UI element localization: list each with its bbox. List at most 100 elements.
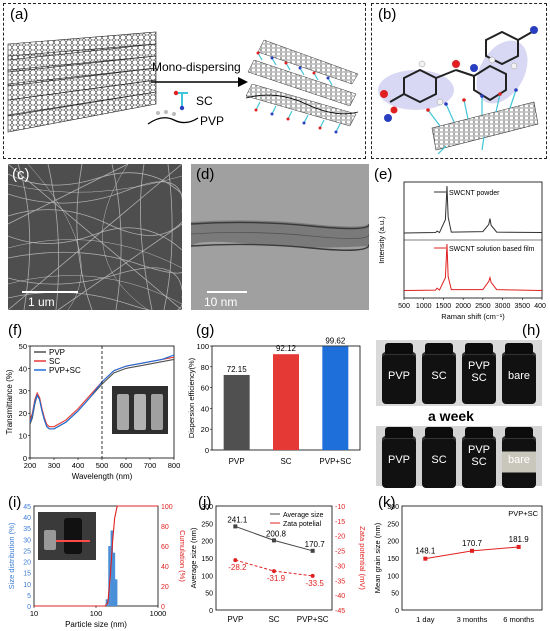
y-tick-label: 40 xyxy=(19,364,27,373)
legend-label-2: PVP+SC xyxy=(49,366,81,375)
x-tick-label: 400 xyxy=(72,461,85,470)
vials-photo-bottom: PVP SC PVP SC bare xyxy=(376,426,542,488)
y2-tick-label: 80 xyxy=(161,524,169,531)
y-tick-label: 35 xyxy=(23,526,31,533)
histogram-bar xyxy=(105,599,109,606)
y-tick-label: 15 xyxy=(23,571,31,578)
data-point xyxy=(470,548,474,553)
data-point xyxy=(272,538,276,543)
y2-tick-label: -35 xyxy=(335,578,345,585)
y2-tick-label: -25 xyxy=(335,549,345,556)
x-tick-label: 3 months xyxy=(457,615,488,624)
y-tick-label: 250 xyxy=(387,521,399,528)
cumulative-line xyxy=(34,505,158,607)
vials-inset-photo xyxy=(112,386,168,434)
panel-label-d: (d) xyxy=(196,166,215,183)
nanotube-bundle xyxy=(7,31,157,133)
tem-scale-text: 10 nm xyxy=(204,295,238,309)
data-label: 170.7 xyxy=(305,540,326,549)
x-tick-label: 700 xyxy=(144,461,157,470)
plot-frame xyxy=(401,505,543,611)
schematic-b-frame xyxy=(371,3,547,159)
y-tick-label: 60 xyxy=(201,384,209,393)
y2-tick-label: -10 xyxy=(335,504,345,511)
mono-dispersing-label: Mono-dispersing xyxy=(152,60,241,74)
x-tick-label: 3000 xyxy=(495,303,511,310)
tem-image xyxy=(191,164,369,310)
data-label: 181.9 xyxy=(509,535,530,544)
series-line-2 xyxy=(29,354,175,430)
bar-value-label: 92.12 xyxy=(276,344,297,353)
histogram-bar xyxy=(114,579,118,606)
y-tick-label: 100 xyxy=(196,342,209,351)
y-axis-label: Intensity (a.u.) xyxy=(377,216,386,264)
data-point xyxy=(233,558,238,563)
y-tick-label: 10 xyxy=(23,582,31,589)
y-tick-label: 300 xyxy=(201,504,213,511)
y-tick-label: 40 xyxy=(23,515,31,522)
x-tick-label: 1000 xyxy=(150,609,167,618)
y-tick-label: 50 xyxy=(391,591,399,598)
bar-PVP+SC xyxy=(322,346,349,450)
data-label: -33.5 xyxy=(306,579,325,588)
x-tick-label: 6 months xyxy=(503,615,534,624)
y-tick-label: 50 xyxy=(19,342,27,351)
y-tick-label: 0 xyxy=(205,446,209,455)
x-tick-label: 500 xyxy=(398,303,410,310)
y-axis-label: Mean grain size (nm) xyxy=(373,522,382,593)
panel-label-i: (i) xyxy=(8,494,22,511)
x-tick-label: 3500 xyxy=(514,303,530,310)
y-tick-label: 150 xyxy=(387,556,399,563)
x-tick-label: 200 xyxy=(24,461,37,470)
y-tick-label: 250 xyxy=(201,521,213,528)
panel-label-e: (e) xyxy=(374,166,393,183)
annotation-label: PVP+SC xyxy=(508,509,538,518)
panel-label-g: (g) xyxy=(196,322,215,339)
data-label: 170.7 xyxy=(462,539,483,548)
y2-tick-label: -30 xyxy=(335,563,345,570)
sem-scale-label: 1 um xyxy=(28,295,55,309)
dispersed-nanotubes xyxy=(245,39,359,134)
y-tick-label: 0 xyxy=(395,608,399,615)
y-tick-label: 100 xyxy=(201,573,213,580)
legend-label-0: SWCNT powder xyxy=(449,190,500,197)
x-tick-label: 1 day xyxy=(416,615,435,624)
histogram-bar xyxy=(112,552,116,606)
panel-label-k: (k) xyxy=(378,494,396,511)
x-tick-label: 300 xyxy=(48,461,61,470)
x-tick-label: 100 xyxy=(90,609,103,618)
y2-axis-label: Zata potential (mV) xyxy=(358,526,366,590)
panel-label-h: (h) xyxy=(522,322,541,339)
x-axis-label: Raman shift (cm⁻¹) xyxy=(441,312,505,321)
sc-label: SC xyxy=(196,94,213,108)
sem-fiber-texture xyxy=(8,164,182,310)
dispersion-efficiency-chart: 72.15 PVP 92.12 SC 99.62 PVP+SC 0 20 40 60 80 100Di… xyxy=(187,336,361,466)
y-tick-label: 20 xyxy=(201,425,209,434)
x-tick-label: 10 xyxy=(30,609,38,618)
vial-top-sc: SC xyxy=(422,343,456,404)
data-label: -28.2 xyxy=(228,563,247,572)
schematic-a-frame xyxy=(3,3,366,159)
data-point xyxy=(423,556,428,561)
vial-bottom-bare: bare xyxy=(502,427,536,488)
y-tick-label: 25 xyxy=(23,548,31,555)
y2-tick-label: -20 xyxy=(335,534,345,541)
x-tick-label: 2000 xyxy=(455,303,471,310)
panel-label-f: (f) xyxy=(8,322,23,339)
x-axis-label: Particle size (nm) xyxy=(65,620,127,629)
y-axis-label: Dispersion efficiency(%) xyxy=(187,357,196,438)
size-zeta-chart: 241.1 200.8 170.7 Average size -28.2 -31.9 -33… xyxy=(189,504,366,624)
y2-tick-label: -15 xyxy=(335,519,345,526)
x-tick-label: 600 xyxy=(120,461,133,470)
y2-tick-label: 60 xyxy=(161,544,169,551)
y-tick-label: 10 xyxy=(19,432,27,441)
y-tick-label: 0 xyxy=(209,608,213,615)
x-tick-label: PVP+SC xyxy=(319,457,351,466)
data-label: 200.8 xyxy=(266,529,287,538)
x-tick-label: 4000 xyxy=(534,303,546,310)
series-line-0 xyxy=(403,185,543,234)
y-tick-label: 150 xyxy=(201,556,213,563)
a-week-label: a week xyxy=(428,408,474,424)
x-tick-label: PVP xyxy=(229,457,245,466)
y2-tick-label: 100 xyxy=(161,504,173,511)
